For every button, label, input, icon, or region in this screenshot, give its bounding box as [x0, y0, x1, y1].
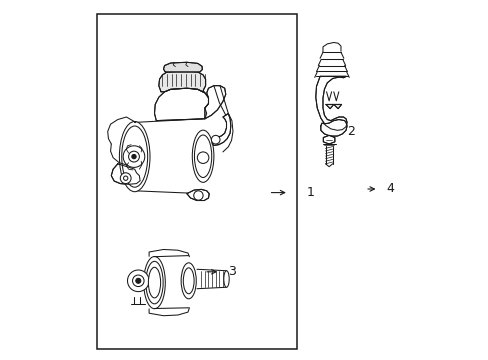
Circle shape — [123, 176, 127, 180]
Ellipse shape — [122, 126, 147, 187]
Ellipse shape — [192, 130, 213, 183]
Text: 2: 2 — [346, 125, 354, 138]
Polygon shape — [163, 62, 202, 72]
Ellipse shape — [181, 263, 196, 299]
Polygon shape — [325, 104, 333, 109]
Polygon shape — [333, 104, 341, 109]
Polygon shape — [111, 164, 140, 184]
Polygon shape — [154, 88, 208, 121]
Circle shape — [128, 151, 139, 162]
Circle shape — [193, 191, 203, 200]
Ellipse shape — [119, 122, 150, 192]
Circle shape — [120, 173, 131, 184]
Ellipse shape — [224, 271, 229, 287]
Circle shape — [197, 152, 208, 163]
Ellipse shape — [143, 256, 165, 309]
Polygon shape — [204, 86, 225, 119]
Polygon shape — [212, 113, 230, 145]
Circle shape — [132, 154, 136, 159]
Circle shape — [127, 270, 149, 292]
Ellipse shape — [183, 268, 194, 294]
Circle shape — [123, 146, 144, 167]
Polygon shape — [315, 76, 346, 130]
Text: 1: 1 — [306, 186, 314, 199]
Ellipse shape — [194, 135, 211, 177]
Polygon shape — [320, 120, 346, 136]
Text: 4: 4 — [386, 183, 394, 195]
Circle shape — [132, 275, 144, 287]
Bar — [97, 14, 296, 349]
Text: 3: 3 — [228, 265, 236, 278]
Polygon shape — [186, 189, 209, 201]
Ellipse shape — [145, 261, 163, 304]
Ellipse shape — [148, 267, 160, 298]
Polygon shape — [323, 135, 334, 144]
Circle shape — [136, 278, 141, 283]
Polygon shape — [159, 71, 205, 93]
Circle shape — [211, 135, 220, 144]
